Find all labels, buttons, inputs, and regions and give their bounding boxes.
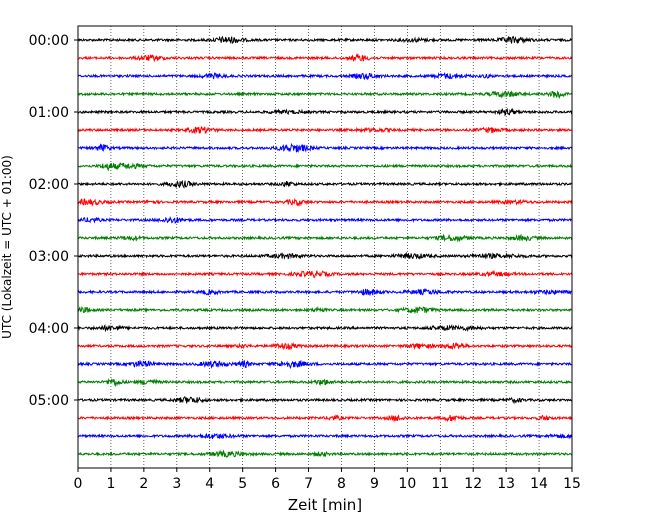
plot-area: [78, 26, 572, 468]
seismic-trace: [77, 377, 573, 388]
x-axis-label: Zeit [min]: [288, 496, 362, 514]
seismic-trace: [77, 305, 573, 315]
seismic-trace: [77, 197, 573, 207]
x-tick-label: 3: [172, 476, 181, 492]
seismic-trace: [77, 251, 573, 260]
x-tick-label: 5: [238, 476, 247, 492]
seismic-trace: [77, 142, 573, 153]
y-tick-label: 05:00: [29, 393, 69, 409]
seismic-trace: [77, 72, 573, 81]
x-tick-label: 8: [337, 476, 346, 492]
seismic-trace: [77, 341, 573, 351]
x-tick-label: 7: [304, 476, 313, 492]
x-tick-label: 13: [497, 476, 515, 492]
y-tick-label: 00:00: [29, 33, 69, 49]
seismic-trace: [77, 35, 573, 45]
x-tick-label: 1: [106, 476, 115, 492]
y-tick-label: 02:00: [29, 177, 69, 193]
seismic-trace: [77, 396, 573, 405]
x-tick-label: 2: [139, 476, 148, 492]
seismic-trace: [77, 52, 573, 63]
x-tick-label: 12: [464, 476, 482, 492]
seismic-trace: [77, 179, 573, 189]
seismic-trace: [77, 287, 573, 296]
seismic-trace: [77, 216, 573, 224]
seismic-trace: [77, 324, 573, 333]
x-tick-label: 10: [398, 476, 416, 492]
seismic-trace: [77, 432, 573, 440]
seismic-trace: [77, 107, 573, 117]
x-tick-label: 0: [74, 476, 83, 492]
seismic-trace: [77, 90, 573, 100]
x-tick-label: 14: [530, 476, 548, 492]
seismic-trace: [77, 125, 573, 135]
y-tick-label: 01:00: [29, 105, 69, 121]
x-tick-label: 4: [205, 476, 214, 492]
y-tick-label: 03:00: [29, 249, 69, 265]
seismic-trace: [77, 269, 573, 279]
x-tick-label: 9: [370, 476, 379, 492]
seismic-trace: [77, 414, 573, 423]
y-axis-label: UTC (Lokalzeit = UTC + 01:00): [0, 155, 14, 339]
x-tick-label: 11: [431, 476, 449, 492]
x-tick-label: 6: [271, 476, 280, 492]
y-tick-label: 04:00: [29, 321, 69, 337]
plot-frame: [77, 25, 573, 469]
x-tick-label: 15: [563, 476, 581, 492]
seismic-trace: [77, 233, 573, 243]
seismic-traces: [77, 35, 573, 458]
seismic-trace: [77, 359, 573, 369]
seismic-trace: [77, 449, 573, 458]
seismic-trace: [77, 162, 573, 172]
x-axis-ticks: 0 1 2 3 4 5 6 7 8 9 10 11 12 13 14 15: [74, 468, 581, 492]
y-axis-ticks: 00:00 01:00 02:00 03:00 04:00 05:00: [29, 33, 78, 409]
